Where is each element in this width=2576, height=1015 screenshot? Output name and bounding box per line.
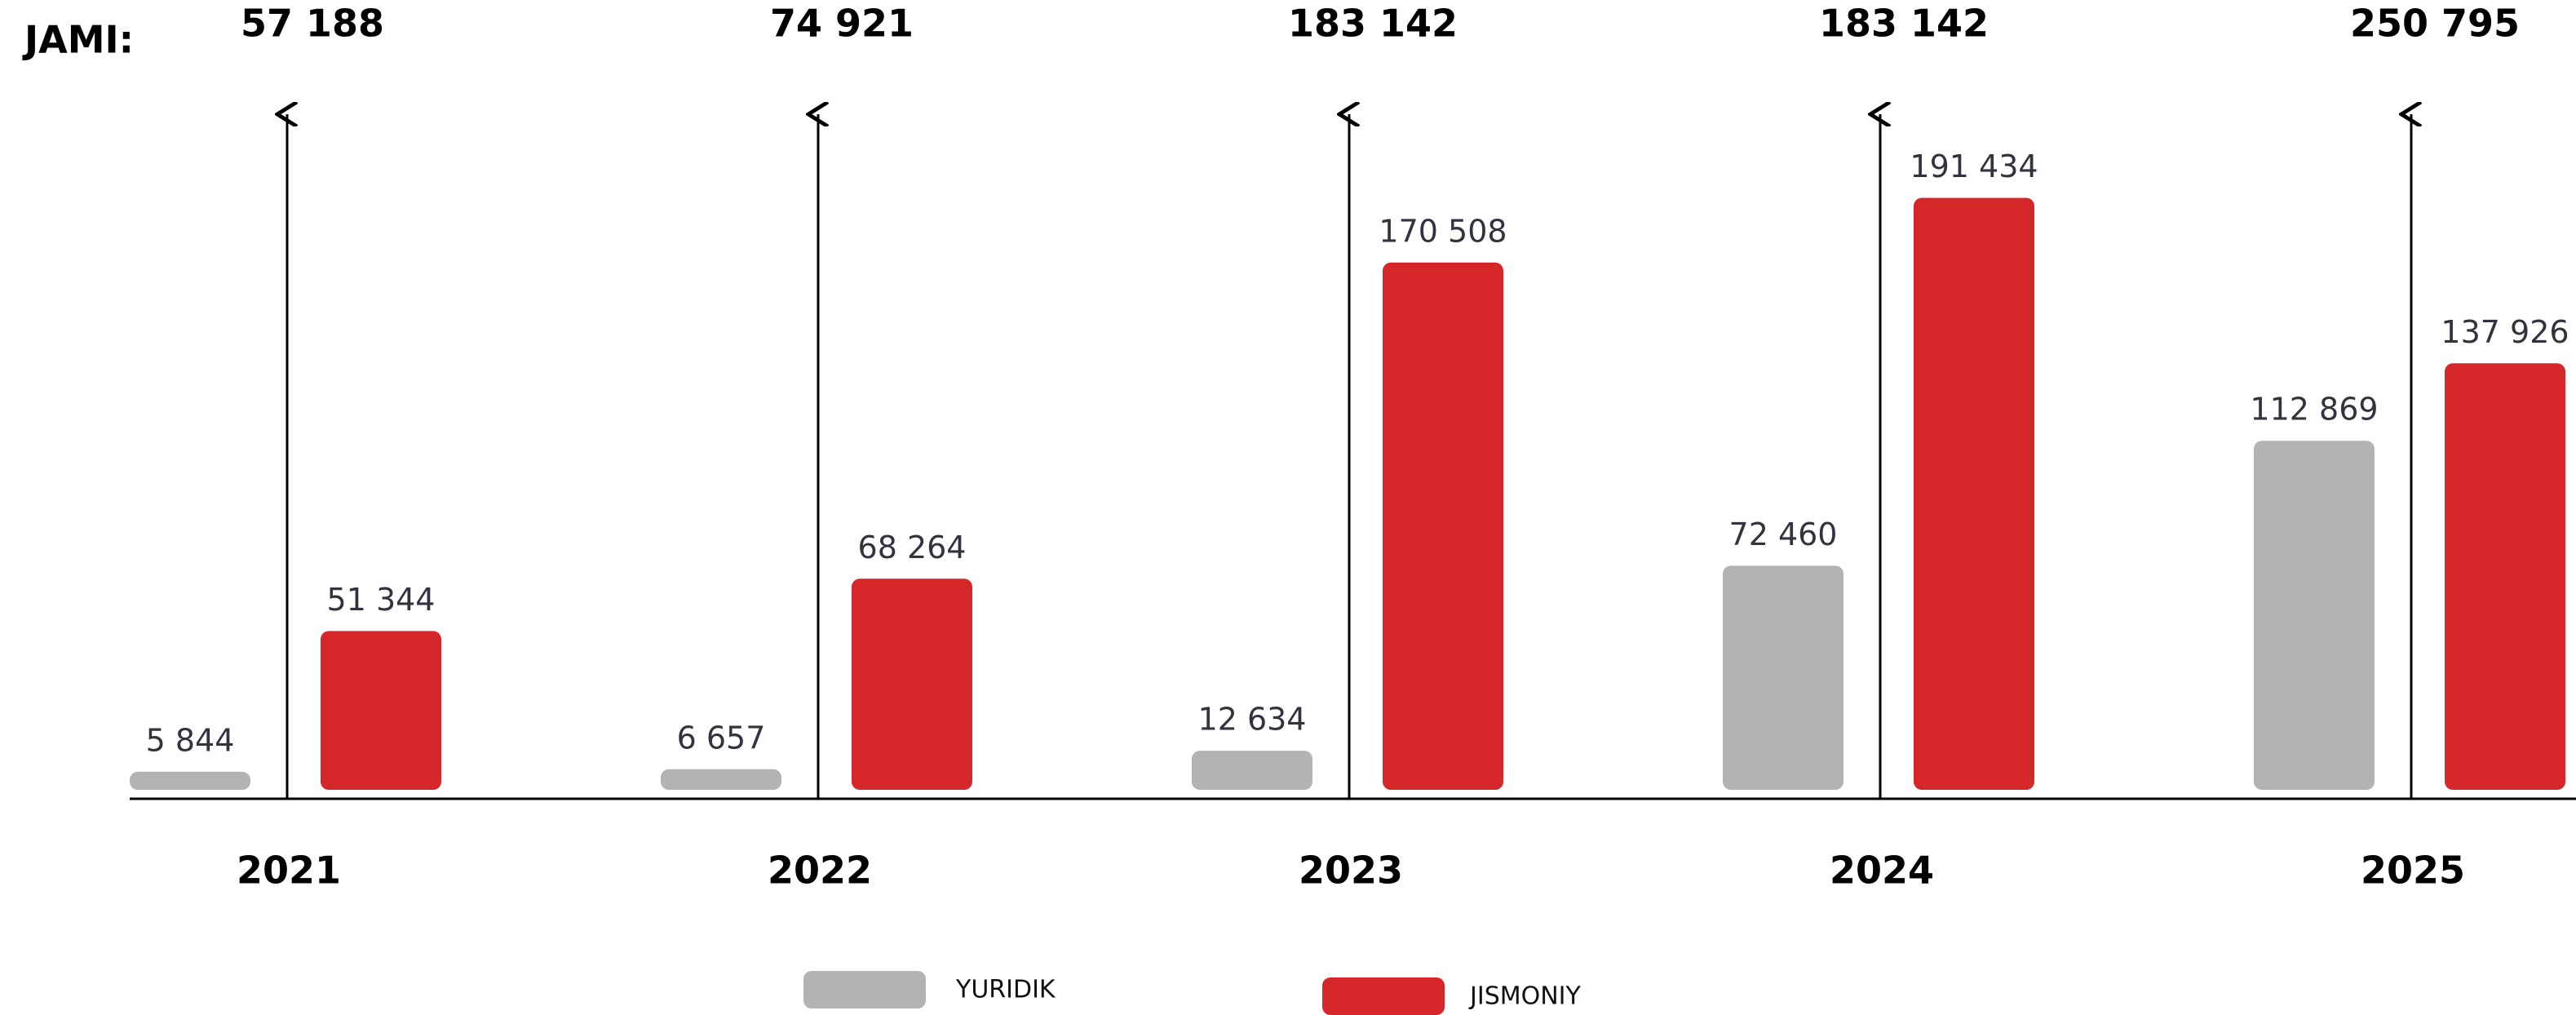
total-title: JAMI:: [22, 18, 134, 62]
total-label: 74 921: [770, 2, 914, 46]
x-tick-label: 2023: [1299, 849, 1403, 893]
bar: [130, 771, 250, 790]
bar: [1192, 751, 1312, 790]
x-tick-label: 2022: [768, 849, 872, 893]
value-label: 12 634: [1198, 702, 1307, 738]
value-label: 191 434: [1910, 148, 2038, 184]
value-label: 137 926: [2441, 314, 2569, 350]
legend-swatch: [1322, 977, 1445, 1015]
total-label: 57 188: [241, 2, 384, 46]
x-tick-label: 2025: [2361, 849, 2465, 893]
bar: [661, 769, 781, 790]
value-label: 170 508: [1379, 213, 1507, 249]
total-label: 183 142: [1819, 2, 1989, 46]
total-label: 250 795: [2350, 2, 2520, 46]
value-label: 112 869: [2250, 392, 2378, 428]
value-label: 51 344: [327, 582, 436, 618]
value-label: 5 844: [146, 722, 235, 758]
x-tick-label: 2024: [1830, 849, 1934, 893]
value-label: 6 657: [677, 720, 766, 756]
bar: [2445, 363, 2565, 790]
bar: [1723, 565, 1843, 790]
bar: [1914, 197, 2034, 790]
legend-swatch: [803, 971, 926, 1008]
bar: [1383, 262, 1503, 791]
legend-label: YURIDIK: [955, 976, 1056, 1004]
legend-label: JISMONIY: [1468, 982, 1582, 1011]
bar: [321, 631, 441, 790]
value-label: 68 264: [858, 530, 967, 565]
bar: [852, 578, 972, 790]
total-label: 183 142: [1288, 2, 1458, 46]
value-label: 72 460: [1729, 516, 1838, 552]
bar: [2254, 441, 2375, 790]
x-tick-label: 2021: [237, 849, 341, 893]
